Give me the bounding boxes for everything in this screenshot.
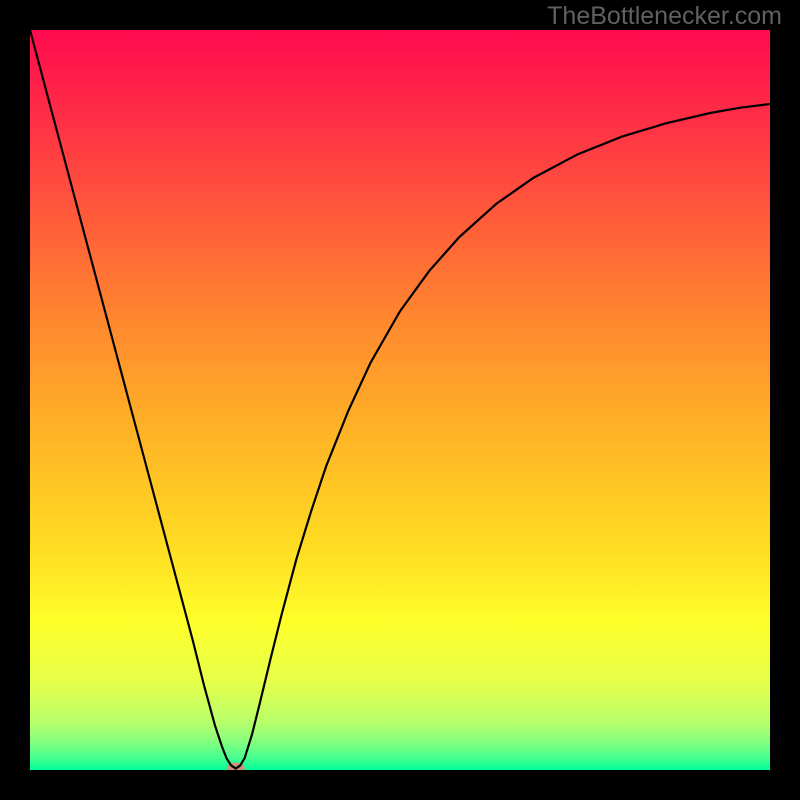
plot-area	[30, 30, 770, 770]
gradient-background	[30, 30, 770, 770]
border-bottom	[0, 770, 800, 800]
watermark-text: TheBottlenecker.com	[547, 2, 782, 31]
border-left	[0, 0, 30, 800]
chart-frame: TheBottlenecker.com	[0, 0, 800, 800]
border-right	[770, 0, 800, 800]
plot-svg	[30, 30, 770, 770]
